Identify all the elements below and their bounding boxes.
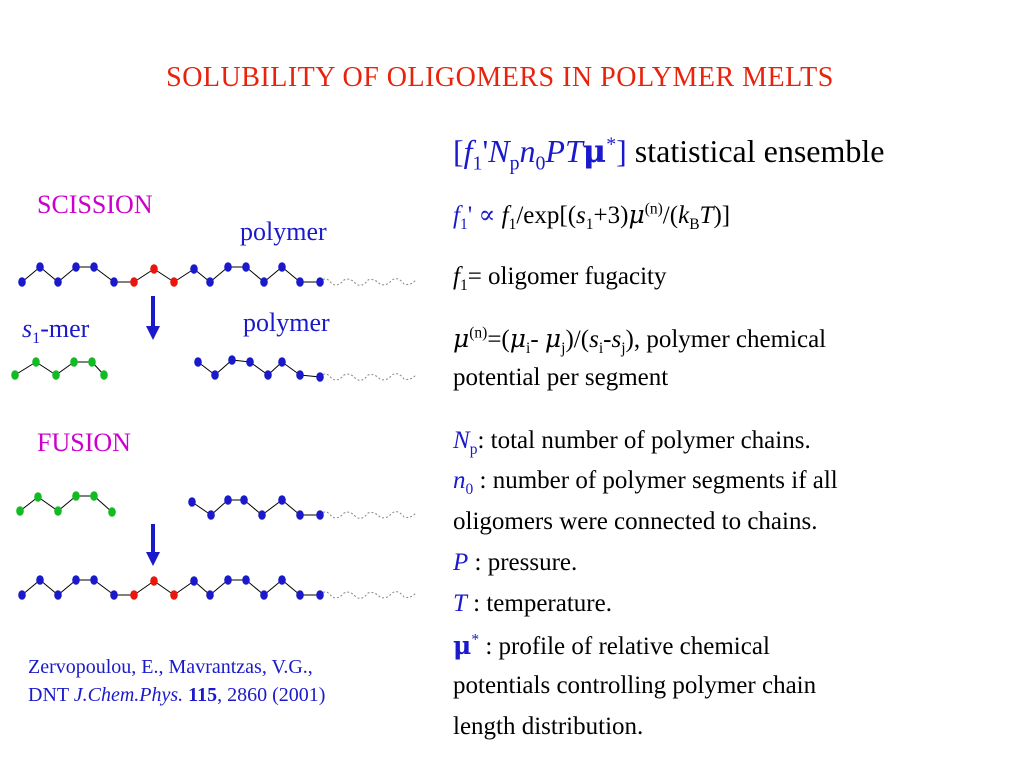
scission-label: SCISSION	[37, 190, 153, 219]
polymer-bead	[240, 495, 248, 505]
polymer-bead	[54, 277, 62, 287]
reference-authors: Zervopoulou, E., Mavrantzas, V.G.,	[28, 656, 313, 678]
polymer-label-right: polymer	[243, 308, 330, 337]
polymer-label-top: polymer	[240, 217, 327, 246]
polymer-bead	[36, 575, 44, 585]
polymer-bead	[130, 590, 138, 600]
polymer-bead	[296, 370, 304, 380]
polymer-bead	[72, 575, 80, 585]
oligomer-bead	[34, 492, 42, 502]
polymer-bead	[278, 495, 286, 505]
def-temperature: T : temperature.	[453, 590, 612, 617]
polymer-bead	[258, 510, 266, 520]
oligomer-bead	[32, 357, 40, 367]
oligomer-bead	[11, 370, 19, 380]
polymer-bead	[206, 277, 214, 287]
chain-diagram	[11, 262, 417, 600]
polymer-bead	[296, 510, 304, 520]
chemical-potential-def-line2: potential per segment	[453, 364, 669, 391]
s1-mer-label: s1-mer	[22, 314, 90, 348]
polymer-bead	[278, 575, 286, 585]
polymer-bead	[110, 590, 118, 600]
polymer-bead	[206, 590, 214, 600]
polymer-bead	[316, 277, 324, 287]
polymer-bead	[36, 262, 44, 272]
polymer-bead	[242, 575, 250, 585]
polymer-bead	[224, 575, 232, 585]
polymer-bead	[316, 372, 324, 382]
def-mu-star-line2: potentials controlling polymer chain	[453, 672, 817, 699]
polymer-bead	[188, 497, 196, 507]
polymer-bead	[211, 370, 219, 380]
oligomer-bead	[90, 491, 98, 501]
polymer-bead	[90, 262, 98, 272]
polymer-bead	[207, 510, 215, 520]
polymer-bead	[190, 264, 198, 274]
oligomer-fugacity-def: f1= oligomer fugacity	[453, 263, 667, 294]
down-arrow-icon	[146, 326, 160, 340]
oligomer-bead	[16, 506, 24, 516]
polymer-bead	[190, 576, 198, 586]
oligomer-bead	[52, 370, 60, 380]
polymer-bead	[296, 590, 304, 600]
oligomer-bead	[88, 357, 96, 367]
polymer-bead	[278, 357, 286, 367]
polymer-bead	[260, 277, 268, 287]
polymer-bead	[316, 590, 324, 600]
def-mu-star: μ* : profile of relative chemical	[453, 631, 770, 660]
polymer-bead	[224, 262, 232, 272]
polymer-bead	[246, 357, 254, 367]
polymer-bead	[242, 262, 250, 272]
polymer-bead	[278, 262, 286, 272]
def-pressure: P : pressure.	[453, 549, 578, 576]
polymer-bead	[170, 277, 178, 287]
polymer-bead	[296, 277, 304, 287]
chemical-potential-def: μ(n)=(μi- μj)/(si-sj), polymer chemical	[453, 324, 827, 357]
polymer-bead	[194, 357, 202, 367]
page-title: SOLUBILITY OF OLIGOMERS IN POLYMER MELTS	[166, 62, 834, 93]
polymer-bead	[170, 590, 178, 600]
polymer-bead	[150, 576, 158, 586]
reference-citation: DNT J.Chem.Phys. 115, 2860 (2001)	[28, 684, 326, 706]
polymer-bead	[18, 277, 26, 287]
def-n0-line2: oligomers were connected to chains.	[453, 508, 818, 535]
polymer-bead	[316, 510, 324, 520]
oligomer-bead	[70, 357, 78, 367]
def-n0: n0 : number of polymer segments if all	[453, 467, 838, 498]
polymer-bead	[130, 277, 138, 287]
def-np: Np: total number of polymer chains.	[453, 427, 811, 458]
oligomer-bead	[72, 491, 80, 501]
polymer-bead	[54, 590, 62, 600]
polymer-bead	[150, 264, 158, 274]
polymer-bead	[224, 495, 232, 505]
fusion-label: FUSION	[37, 428, 131, 457]
polymer-bead	[110, 277, 118, 287]
oligomer-bead	[100, 370, 108, 380]
polymer-bead	[18, 590, 26, 600]
polymer-bead	[72, 262, 80, 272]
down-arrow-icon	[146, 552, 160, 566]
oligomer-bead	[108, 507, 116, 517]
polymer-bead	[228, 355, 236, 365]
polymer-bead	[260, 590, 268, 600]
def-mu-star-line3: length distribution.	[453, 713, 644, 740]
polymer-bead	[90, 575, 98, 585]
oligomer-bead	[54, 506, 62, 516]
ensemble-heading: [f1'Npn0PTμ*] statistical ensemble	[453, 132, 885, 175]
polymer-bead	[264, 370, 272, 380]
fugacity-equation: f1' ∝ f1/exp[(s1+3)μ(n)/(kBT)]	[453, 200, 731, 233]
